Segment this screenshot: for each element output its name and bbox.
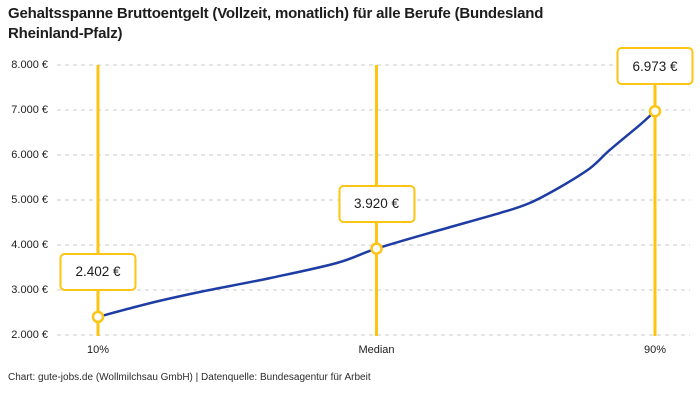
value-label-box-Median: 3.920 € bbox=[337, 184, 416, 223]
y-axis-tick-label: 3.000 € bbox=[11, 284, 48, 296]
y-axis-tick-label: 8.000 € bbox=[11, 59, 48, 71]
x-axis-tick-label: 90% bbox=[643, 344, 667, 356]
chart-title-line-1: Gehaltsspanne Bruttoentgelt (Vollzeit, m… bbox=[8, 5, 544, 22]
x-axis-tick-label: Median bbox=[358, 344, 395, 356]
salary-curve bbox=[96, 109, 657, 319]
data-point-Median bbox=[370, 242, 383, 255]
y-axis-tick-label: 6.000 € bbox=[11, 149, 48, 161]
chart-title-line-2: Rheinland-Pfalz) bbox=[8, 24, 123, 42]
y-axis-tick-label: 5.000 € bbox=[11, 194, 48, 206]
x-axis-tick-label: 10% bbox=[86, 344, 110, 356]
data-point-10% bbox=[91, 310, 105, 324]
data-point-90% bbox=[648, 104, 662, 118]
value-label-box-90%: 6.973 € bbox=[616, 47, 694, 86]
y-axis-tick-label: 7.000 € bbox=[11, 104, 48, 116]
y-axis-tick-label: 4.000 € bbox=[11, 239, 48, 251]
y-axis-tick-label: 2.000 € bbox=[11, 329, 48, 341]
chart-title: Gehaltsspanne Bruttoentgelt (Vollzeit, m… bbox=[8, 4, 668, 43]
value-label-box-10%: 2.402 € bbox=[59, 252, 137, 291]
chart-credit: Chart: gute-jobs.de (Wollmilchsau GmbH) … bbox=[8, 372, 371, 383]
